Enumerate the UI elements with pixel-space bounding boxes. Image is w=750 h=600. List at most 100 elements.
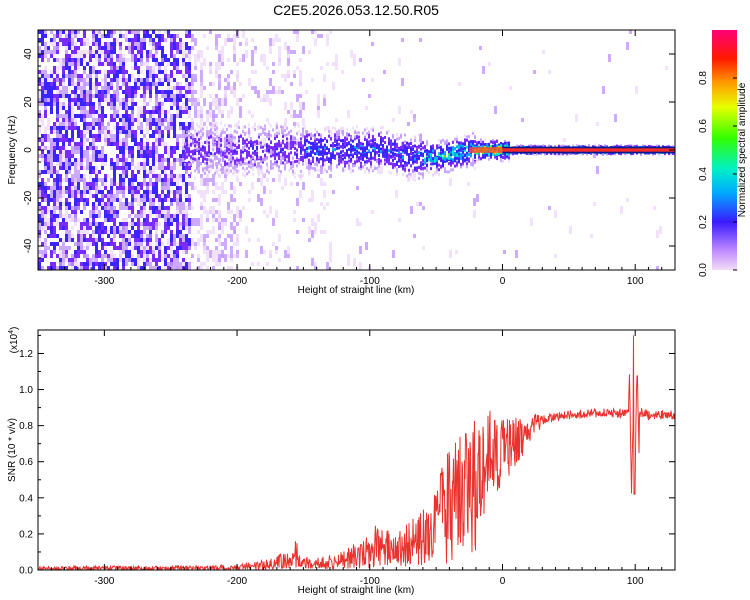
heatmap-cell [376,146,378,150]
heatmap-cell [149,238,152,242]
heatmap-cell [152,222,155,230]
heatmap-cell [326,158,328,161]
heatmap-cell [251,262,254,266]
heatmap-cell [137,170,140,174]
heatmap-cell [334,127,336,131]
heatmap-cell [292,138,294,141]
heatmap-cell [286,133,288,137]
heatmap-cell [140,186,143,190]
heatmap-cell [179,198,182,202]
heatmap-cell [200,178,203,182]
heatmap-cell [164,230,167,234]
heatmap-cell [62,202,65,206]
heatmap-cell [92,166,95,170]
heatmap-cell [176,58,179,66]
heatmap-cell [185,98,188,106]
heatmap-cell [194,106,197,114]
heatmap-cell [122,146,125,154]
heatmap-cell [257,238,260,242]
heatmap-cell [233,254,236,258]
heatmap-cell [190,150,192,154]
heatmap-cell [222,167,224,171]
heatmap-cell [155,98,158,106]
heatmap-cell [77,246,80,250]
heatmap-cell [368,171,370,175]
heatmap-cell [366,167,368,170]
heatmap-cell [262,158,264,162]
heatmap-cell [104,114,107,118]
heatmap-cell [336,132,338,136]
heatmap-cell [101,62,104,66]
heatmap-cell [215,246,218,250]
heatmap-cell [338,152,340,156]
heatmap-cell [104,62,107,66]
heatmap-cell [342,153,344,157]
heatmap-cell [323,190,326,198]
heatmap-cell [218,168,220,172]
heatmap-cell [137,202,140,206]
heatmap-cell [137,126,140,130]
heatmap-cell [122,118,125,122]
heatmap-cell [74,114,77,118]
heatmap-cell [251,182,254,190]
heatmap-cell [352,153,354,157]
heatmap-cell [182,182,185,186]
heatmap-cell [512,152,514,156]
heatmap-cell [140,254,143,258]
heatmap-cell [137,86,140,90]
heatmap-cell [215,106,218,110]
heatmap-cell [244,131,246,135]
heatmap-cell [260,156,262,160]
heatmap-cell [302,102,305,106]
heatmap-cell [378,167,380,171]
heatmap-cell [104,210,107,218]
heatmap-cell [338,129,340,133]
heatmap-cell [113,90,116,94]
heatmap-cell [286,126,288,130]
heatmap-cell [316,149,318,153]
heatmap-cell [310,159,312,163]
heatmap-cell [125,262,128,266]
heatmap-cell [218,214,221,222]
heatmap-cell [38,46,41,54]
heatmap-cell [53,38,56,42]
heatmap-cell [266,134,268,138]
heatmap-cell [224,130,226,134]
heatmap-cell [158,214,161,218]
heatmap-cell [140,50,143,54]
heatmap-cell [47,94,50,98]
heatmap-cell [77,130,80,138]
heatmap-cell [268,130,270,134]
heatmap-cell [278,165,280,169]
heatmap-cell [173,46,176,50]
heatmap-cell [304,136,306,140]
heatmap-cell [236,175,238,179]
heatmap-cell [59,122,62,126]
heatmap-cell [482,154,484,158]
heatmap-cell [296,114,299,118]
heatmap-cell [250,165,252,169]
heatmap-cell [128,186,131,190]
heatmap-cell [194,246,197,250]
heatmap-cell [310,134,312,138]
heatmap-cell [170,178,173,182]
heatmap-cell [128,30,131,34]
heatmap-cell [264,124,266,128]
heatmap-cell [410,206,413,214]
heatmap-cell [232,143,234,147]
heatmap-cell [164,78,167,82]
heatmap-cell [480,138,482,142]
heatmap-cell [83,42,86,46]
heatmap-cell [185,82,188,86]
heatmap-cell [206,132,208,136]
heatmap-cell [542,50,545,54]
heatmap-cell [98,94,101,98]
heatmap-cell [280,147,282,151]
heatmap-cell [140,130,143,134]
heatmap-cell [269,98,272,106]
heatmap-cell [266,162,268,166]
heatmap-cell [65,170,68,174]
heatmap-cell [282,127,284,131]
heatmap-cell [359,58,362,62]
heatmap-cell [398,151,400,154]
